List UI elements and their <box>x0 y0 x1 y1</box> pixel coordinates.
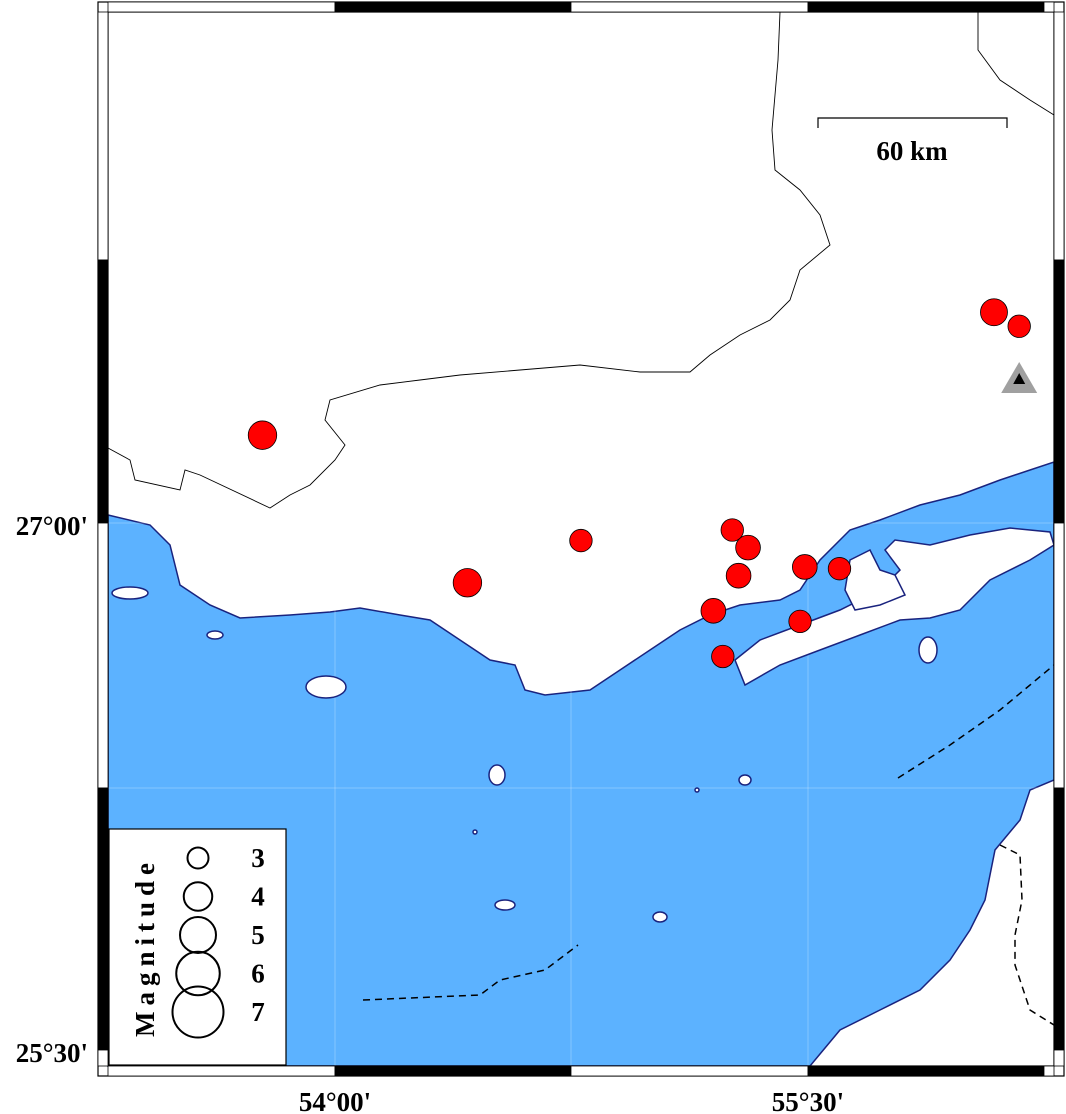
earthquake-event <box>452 568 483 598</box>
legend-label: 4 <box>251 882 265 912</box>
scale-bar-label: 60 km <box>876 136 948 166</box>
earthquake-event <box>711 644 735 669</box>
earthquake-event <box>788 609 812 634</box>
island <box>305 675 347 699</box>
earthquake-event <box>725 562 752 589</box>
earthquake-event <box>247 420 278 450</box>
legend: Magnitude 3 4 5 6 7 <box>108 828 287 1066</box>
longitude-label: 55°30' <box>772 1087 844 1114</box>
latitude-label: 25°30' <box>16 1038 88 1068</box>
legend-label: 3 <box>251 843 265 873</box>
stations-layer <box>1001 361 1038 393</box>
earthquake-event <box>569 528 593 553</box>
island <box>652 911 668 923</box>
island <box>494 899 516 911</box>
islands <box>111 527 1055 923</box>
mangrove-delta <box>844 548 907 611</box>
earthquake-event <box>735 534 761 561</box>
island <box>111 586 149 600</box>
sea-water <box>107 460 1055 1067</box>
latitude-label: 27°00' <box>16 511 88 541</box>
maritime-boundaries <box>362 664 1055 1026</box>
island <box>694 787 700 793</box>
legend-circle <box>179 916 217 954</box>
axis-labels: 54°00' 55°30' 27°00' 25°30' <box>16 511 844 1114</box>
island <box>488 764 506 786</box>
legend-circle <box>171 985 225 1039</box>
earthquake-event <box>980 298 1008 327</box>
map-frame <box>97 1 1065 1077</box>
island <box>738 774 752 786</box>
earthquake-event <box>792 554 818 580</box>
graticule <box>108 12 1054 1066</box>
legend-circle <box>186 846 210 870</box>
events-layer <box>247 298 1031 669</box>
island <box>206 630 224 640</box>
earthquake-event <box>700 598 727 624</box>
longitude-label: 54°00' <box>299 1087 371 1114</box>
legend-title: Magnitude <box>130 857 160 1037</box>
island <box>918 636 938 664</box>
earthquake-event <box>1007 314 1031 338</box>
earthquake-event <box>827 557 852 581</box>
scale-bar: 60 km <box>817 117 1008 166</box>
legend-label: 7 <box>251 997 265 1027</box>
island <box>472 829 478 835</box>
province-borders <box>107 11 1055 509</box>
legend-circle <box>182 881 214 912</box>
legend-label: 6 <box>251 959 265 989</box>
earthquake-event <box>720 518 744 542</box>
station-triangle-icon <box>1001 361 1038 393</box>
legend-circle <box>175 950 221 997</box>
legend-label: 5 <box>251 920 265 950</box>
